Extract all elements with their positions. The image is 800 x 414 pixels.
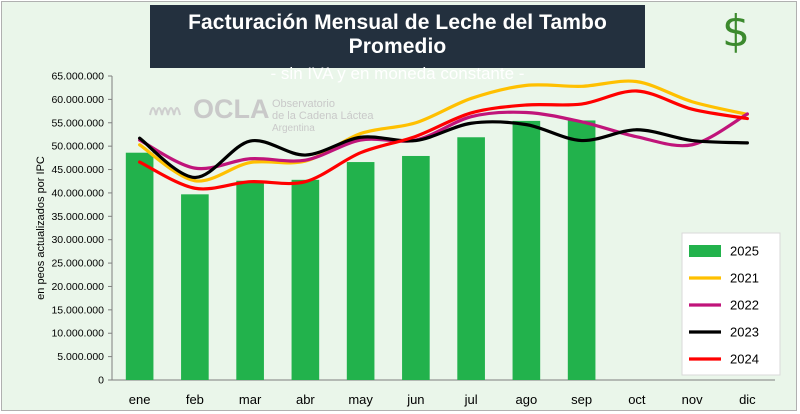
bar-2025 [181,194,209,380]
bar-2025 [291,179,320,380]
y-tick-label: 55.000.000 [51,117,104,129]
bar-2025 [236,180,264,380]
line-series-2021 [138,79,749,183]
bar-2025 [567,120,596,380]
bar-series-2025 [125,120,596,380]
ocla-watermark: OCLA Observatorio de la Cadena Láctea Ar… [149,94,374,134]
line-series [138,79,749,191]
x-tick-label: nov [682,392,703,407]
line-series-2023 [138,120,749,180]
legend-label-2024: 2024 [730,352,759,367]
x-tick-label: mar [239,392,262,407]
legend-label-2022: 2022 [730,298,759,313]
x-tick-label: oct [628,392,646,407]
bar-2025 [402,155,430,380]
y-tick-label: 10.000.000 [51,328,104,340]
x-tick-label: feb [186,392,204,407]
x-tick-label: jun [406,392,424,407]
x-tick-label: ene [129,392,151,407]
line-series-2022 [138,110,749,171]
y-tick-label: 5.000.000 [57,351,104,363]
y-tick-label: 45.000.000 [51,164,104,176]
chart-title-box: Facturación Mensual de Leche del Tambo P… [150,5,645,83]
x-tick-label: sep [571,392,592,407]
legend-label-2023: 2023 [730,325,759,340]
bar-2025 [125,152,154,380]
watermark-line1: Observatorio [272,98,335,110]
y-tick-labels: 0 5.000.000 10.000.000 15.000.000 20.000.000… [51,71,112,387]
x-tick-label: may [348,392,373,407]
legend-label-2025: 2025 [730,244,759,259]
y-tick-label: 60.000.000 [51,94,104,106]
y-tick-label: 20.000.000 [51,281,104,293]
dollar-icon: $ [722,6,750,57]
x-tick-labels: ene feb mar abr may jun jul ago sep oct nov dic [129,392,756,407]
watermark-line2: de la Cadena Láctea [272,110,374,122]
y-tick-label: 35.000.000 [51,211,104,223]
y-tick-label: 15.000.000 [51,304,104,316]
y-tick-label: 65.000.000 [51,71,104,83]
y-tick-label: 30.000.000 [51,234,104,246]
bar-2025 [457,137,485,380]
x-tick-label: abr [296,392,315,407]
x-tick-label: ago [516,392,538,407]
y-tick-label: 0 [98,375,104,387]
line-series-2024 [138,89,749,191]
chart-subtitle: - sin IVA y en moneda constante - [270,64,525,83]
legend: 2025 2021 2022 2023 2024 [681,232,781,376]
watermark-brand: OCLA [193,94,270,124]
y-tick-label: 40.000.000 [51,187,104,199]
y-tick-label: 50.000.000 [51,141,104,153]
bar-2025 [512,120,541,380]
bar-2025 [346,162,375,380]
x-tick-label: jul [464,392,478,407]
legend-label-2021: 2021 [730,271,759,286]
ocla-logo-icon [149,107,181,116]
x-tick-label: dic [739,392,756,407]
legend-swatch-2025 [689,245,721,257]
y-tick-label: 25.000.000 [51,258,104,270]
watermark-line3: Argentina [272,123,315,134]
chart-title: Facturación Mensual de Leche del Tambo P… [188,11,607,58]
y-axis-label: en peos actualizados por IPC [35,156,47,300]
